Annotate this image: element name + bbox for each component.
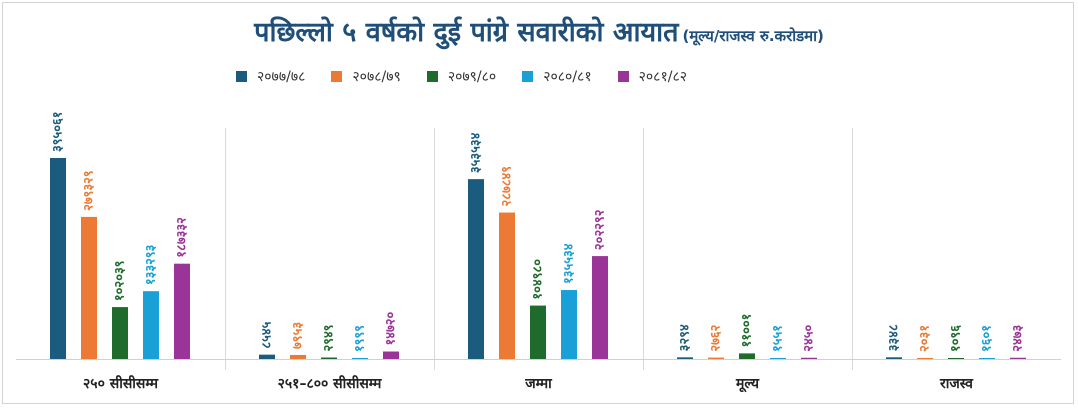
- bar: [468, 179, 484, 359]
- bar: [886, 357, 902, 359]
- legend-label: २०८१/८२: [638, 68, 688, 85]
- chart-frame: [2, 2, 1074, 404]
- data-label: १०९६: [949, 325, 964, 352]
- bar: [290, 354, 306, 359]
- bar: [708, 357, 724, 359]
- x-tick-label: २५० सीसीसम्म: [83, 375, 159, 392]
- bar: [383, 351, 399, 359]
- data-label: १३३२९३: [144, 244, 159, 285]
- legend-swatch: [617, 70, 629, 82]
- data-label: २४७३: [1011, 324, 1026, 351]
- chart-legend: २०७७/७८ २०७८/७९ २०७९/८० २०८०/८१ २०८१/८२: [236, 66, 713, 86]
- bar: [677, 357, 693, 359]
- legend-label: २०७७/७८: [257, 68, 306, 85]
- bar: [50, 158, 66, 359]
- bar: [530, 305, 546, 359]
- legend-item: २०७७/७८: [236, 67, 305, 86]
- bar: [143, 291, 159, 359]
- bar: [917, 357, 933, 359]
- data-label: ३३४८: [887, 324, 902, 351]
- legend-label: २०७८/७९: [352, 68, 401, 85]
- x-tick-label: जम्मा: [524, 376, 553, 392]
- bar: [770, 358, 786, 359]
- bar: [352, 357, 368, 359]
- x-tick-label: २५१–८०० सीसीसम्म: [278, 375, 382, 392]
- legend-label: २०७९/८०: [447, 68, 497, 85]
- bar: [948, 358, 964, 359]
- bar: [259, 354, 275, 359]
- data-label: ३९५०६१: [51, 111, 66, 152]
- data-label: १०२०३९: [113, 261, 128, 302]
- data-label: ३५३५३४: [469, 132, 484, 173]
- data-label: २०२२९२: [593, 209, 608, 250]
- bar: [499, 212, 515, 359]
- legend-item: २०८१/८२: [617, 67, 688, 86]
- legend-swatch: [426, 70, 438, 82]
- data-label: ७९५३: [291, 322, 306, 349]
- bar: [561, 290, 577, 359]
- bar: [1010, 357, 1026, 359]
- bar: [112, 307, 128, 359]
- bar: [801, 357, 817, 359]
- data-label: १५५१: [771, 325, 786, 352]
- data-label: २७६२: [709, 324, 724, 351]
- chart-subtitle: (मूल्य/राजस्व रु.करोडमा): [682, 27, 824, 45]
- legend-item: २०७९/८०: [426, 67, 497, 86]
- data-label: २९४९: [322, 324, 337, 351]
- data-label: २७९३२९: [82, 170, 97, 211]
- legend-swatch: [331, 70, 343, 82]
- x-tick-label: राजस्व: [939, 376, 974, 392]
- data-label: १४७२०: [384, 311, 399, 345]
- data-label: ११००१: [740, 314, 755, 348]
- x-tick-label: मूल्य: [735, 376, 760, 393]
- legend-item: २०७८/७९: [331, 67, 401, 86]
- data-label: १९९९: [353, 325, 368, 352]
- bar: [81, 216, 97, 359]
- legend-swatch: [236, 70, 247, 82]
- data-label: २४५०: [802, 324, 817, 351]
- chart-title: पछिल्लो ५ वर्षको दुई पांग्रे सवारीको आया…: [254, 17, 679, 48]
- legend-swatch: [522, 70, 534, 82]
- bar: [321, 357, 337, 359]
- bar: [592, 256, 608, 359]
- data-label: १८७३३२: [175, 217, 190, 258]
- legend-item: २०८०/८१: [522, 67, 592, 86]
- data-label: १६०१: [980, 325, 995, 352]
- data-label: १०४९८०: [531, 259, 546, 300]
- bar: [979, 358, 995, 359]
- data-label: २८७८४९: [500, 166, 515, 207]
- legend-label: २०८०/८१: [543, 68, 592, 85]
- data-label: २०३१: [918, 325, 933, 352]
- data-label: ३२९४: [678, 324, 693, 351]
- chart-title-row: पछिल्लो ५ वर्षको दुई पांग्रे सवारीको आया…: [0, 12, 1078, 49]
- bar: [739, 353, 755, 359]
- data-label: ८५४५: [260, 321, 275, 348]
- bar: [174, 263, 190, 359]
- data-label: १३५५३४: [562, 243, 577, 284]
